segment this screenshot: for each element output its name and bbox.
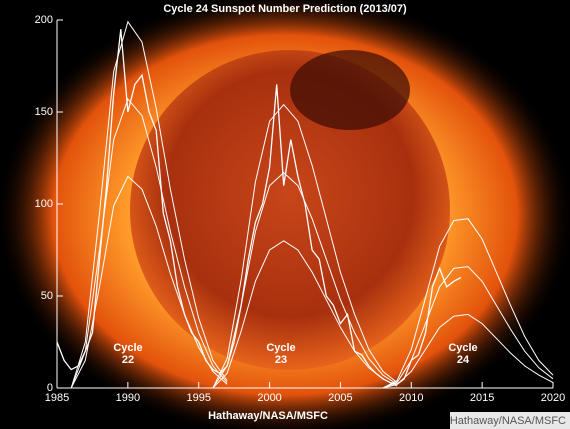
y-tick-label: 150: [35, 106, 53, 118]
cycle-label: Cycle: [113, 342, 142, 354]
cycle-label: Cycle: [448, 342, 477, 354]
prediction-line: [70, 20, 228, 389]
x-tick-label: 2010: [399, 392, 423, 404]
prediction-line: [70, 175, 228, 389]
credit-band: [450, 412, 570, 429]
y-tick-label: 100: [35, 198, 53, 210]
prediction-line: [70, 98, 228, 389]
x-tick-label: 1990: [116, 392, 140, 404]
coronal-hole: [290, 50, 410, 130]
y-tick-label: 0: [47, 382, 53, 394]
sun-disk: [130, 50, 450, 370]
x-tick-label: 2005: [328, 392, 352, 404]
prediction-line: [212, 103, 398, 389]
prediction-line: [382, 313, 554, 389]
x-tick-label: 2015: [470, 392, 494, 404]
prediction-line: [212, 240, 398, 389]
x-axis-label: Hathaway/NASA/MSFC: [208, 410, 328, 422]
cycle-label: 23: [275, 354, 287, 366]
x-tick-label: 2020: [541, 392, 565, 404]
x-tick-label: 1995: [186, 392, 210, 404]
prediction-line: [212, 172, 398, 389]
cycle-label: Cycle: [266, 342, 295, 354]
prediction-line: [382, 218, 554, 389]
y-tick-label: 200: [35, 14, 53, 26]
cycle-label: 24: [457, 354, 470, 366]
x-tick-label: 1985: [45, 392, 69, 404]
x-tick-label: 2000: [257, 392, 281, 404]
prediction-line: [382, 266, 554, 389]
chart-title: Cycle 24 Sunspot Number Prediction (2013…: [163, 3, 407, 15]
y-tick-label: 50: [41, 290, 53, 302]
cycle-label: 22: [122, 354, 134, 366]
credit: Hathaway/NASA/MSFC: [450, 415, 566, 427]
